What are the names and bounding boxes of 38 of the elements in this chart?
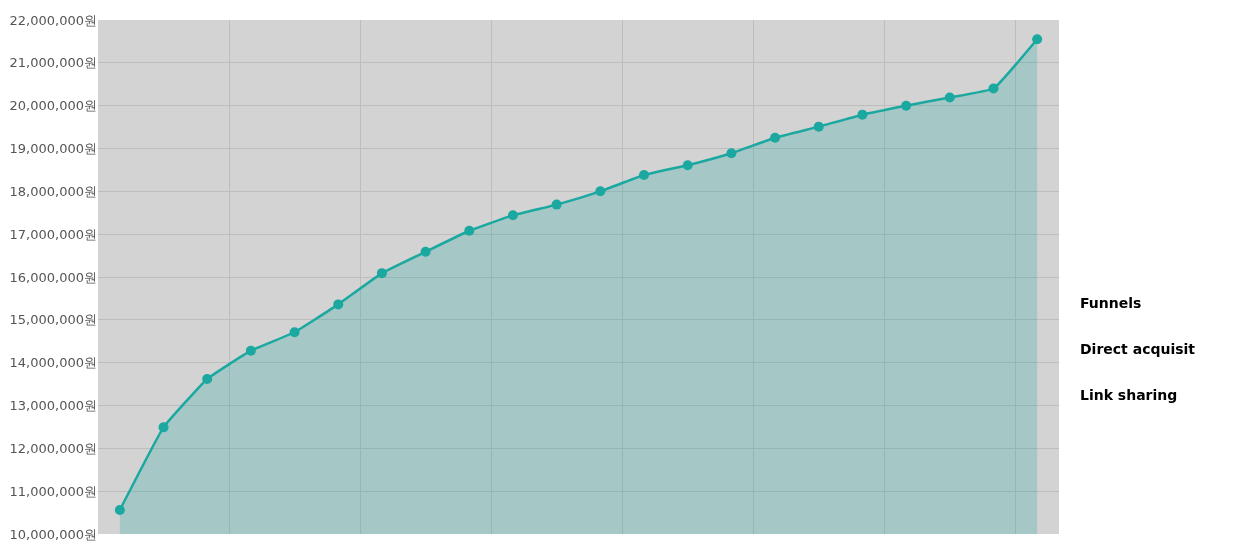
point: [245, 345, 256, 356]
point: [376, 268, 387, 279]
point: [1032, 34, 1043, 45]
point: [944, 92, 955, 103]
y-tick-label: 14,000,000원: [9, 355, 97, 371]
y-tick-label: 13,000,000원: [9, 398, 97, 414]
y-tick-label: 18,000,000원: [9, 183, 97, 199]
y-tick-label: 17,000,000원: [9, 226, 97, 242]
point: [639, 170, 650, 181]
text: Funnels: [1080, 295, 1142, 311]
point: [114, 505, 125, 516]
y-tick-label: 22,000,000원: [9, 12, 97, 28]
point: [158, 422, 169, 433]
y-tick-label: 15,000,000원: [9, 312, 97, 328]
point: [595, 186, 606, 197]
y-tick-label: 20,000,000원: [9, 98, 97, 114]
point: [551, 199, 562, 210]
y-tick-label: 12,000,000원: [9, 440, 97, 456]
point: [813, 121, 824, 132]
point: [464, 225, 475, 236]
y-tick-label: 19,000,000원: [9, 141, 97, 157]
point: [420, 246, 431, 257]
point: [202, 373, 213, 384]
y-tick-label: 10,000,000원: [9, 526, 97, 542]
y-tick-label: 21,000,000원: [9, 55, 97, 71]
text: Direct acquisit: [1080, 341, 1196, 357]
point: [988, 83, 999, 94]
point: [726, 148, 737, 159]
point: [507, 210, 518, 221]
point: [333, 299, 344, 310]
point: [682, 160, 693, 171]
y-tick-label: 16,000,000원: [9, 269, 97, 285]
point: [857, 109, 868, 120]
text: Link sharing: [1080, 387, 1178, 403]
point: [289, 327, 300, 338]
y-tick-label: 11,000,000원: [9, 483, 97, 499]
point: [901, 100, 912, 111]
point: [770, 132, 781, 143]
